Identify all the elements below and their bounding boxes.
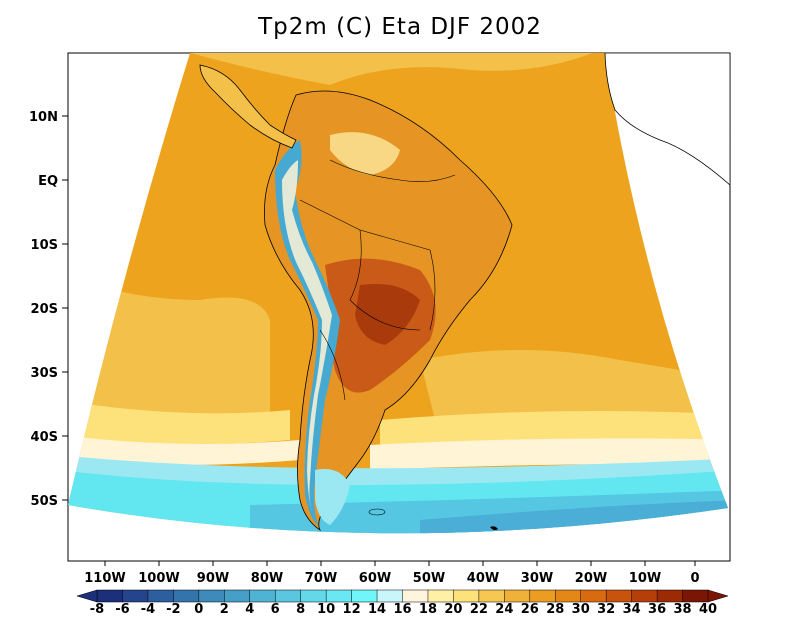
colorbar-tick-label: 16 [393,602,411,617]
lat-label-10s: 10S [31,238,58,253]
colorbar-tick-label: -4 [141,602,155,617]
longitude-axis: 110W 100W 90W 80W 70W 60W 50W 40W 30W 20… [84,561,700,586]
colorbar-tick-label: 34 [623,602,641,617]
lon-label-70w: 70W [305,571,337,586]
falkland-islands [368,508,386,516]
colorbar-swatch [656,589,684,603]
colorbar-swatch [555,589,582,603]
continent-south-america [264,90,513,532]
colorbar-min-arrow [76,589,98,603]
colorbar-labels: -8 -6 -4 -2 0 2 4 6 8 10 12 14 16 18 20 22 24 26 28 30 32 34 3… [90,602,717,617]
colorbar-swatch [300,589,327,603]
colorbar-tick-label: 24 [495,602,513,617]
lon-label-30w: 30W [521,571,553,586]
map-content [68,53,730,534]
colorbar-swatch [453,589,480,603]
colorbar-swatch [224,589,251,603]
colorbar-swatch [376,589,404,603]
colorbar [76,589,729,603]
lon-ticks [104,561,696,566]
colorbar-swatch [427,589,454,603]
colorbar-swatch [478,589,505,603]
colorbar-tick-label: 10 [317,602,335,617]
lon-label-90w: 90W [197,571,229,586]
south-georgia [490,526,498,531]
lat-label-50s: 50S [31,494,58,509]
lon-label-40w: 40W [467,571,499,586]
lon-label-20w: 20W [575,571,607,586]
colorbar-tick-label: 14 [368,602,386,617]
colorbar-tick-label: 20 [444,602,462,617]
map-title: Tp2m (C) Eta DJF 2002 [258,14,542,40]
lon-label-50w: 50W [413,571,445,586]
colorbar-swatch [122,589,149,603]
colorbar-swatch [249,589,276,603]
lat-label-20s: 20S [31,302,58,317]
lon-label-100w: 100W [138,571,179,586]
colorbar-tick-label: 36 [648,602,666,617]
colorbar-tick-label: 26 [521,602,539,617]
lat-label-eq: EQ [38,174,58,189]
colorbar-tick-label: 4 [245,602,254,617]
colorbar-tick-label: 40 [699,602,717,617]
colorbar-tick-label: 8 [296,602,305,617]
colorbar-tick-label: 32 [597,602,615,617]
country-borders [299,159,456,401]
colorbar-swatch [529,589,556,603]
colorbar-tick-label: 22 [470,602,488,617]
lon-label-60w: 60W [359,571,391,586]
central-america [199,64,297,149]
colorbar-swatch [96,589,124,603]
colorbar-swatch [631,589,658,603]
colorbar-swatch [605,589,633,603]
colorbar-swatch [147,589,174,603]
africa-coast [604,53,730,186]
lon-label-80w: 80W [251,571,283,586]
colorbar-tick-label: -2 [166,602,180,617]
colorbar-swatch [325,589,353,603]
colorbar-tick-label: 6 [271,602,280,617]
colorbar-tick-label: 0 [194,602,203,617]
lon-label-110w: 110W [84,571,125,586]
colorbar-tick-label: 28 [546,602,564,617]
lat-label-30s: 30S [31,366,58,381]
colorbar-tick-label: -8 [90,602,104,617]
colorbar-tick-label: 30 [572,602,590,617]
colorbar-tick-label: 2 [220,602,229,617]
colorbar-tick-label: 12 [343,602,361,617]
colorbar-max-arrow [707,589,729,603]
colorbar-swatch [274,589,302,603]
lat-label-10n: 10N [29,110,58,125]
colorbar-swatch [198,589,225,603]
colorbar-swatch [580,589,607,603]
colorbar-swatch [173,589,200,603]
colorbar-swatch [504,589,531,603]
lon-label-10w: 10W [629,571,661,586]
lon-label-0: 0 [690,571,699,586]
colorbar-tick-label: 38 [673,602,691,617]
colorbar-tick-label: 18 [419,602,437,617]
colorbar-swatch [402,589,429,603]
colorbar-swatch [351,589,378,603]
lat-ticks [62,115,68,501]
lat-label-40s: 40S [31,430,58,445]
latitude-axis: 10N EQ 10S 20S 30S 40S 50S [29,110,68,509]
colorbar-swatch [682,589,709,603]
colorbar-tick-label: -6 [115,602,129,617]
